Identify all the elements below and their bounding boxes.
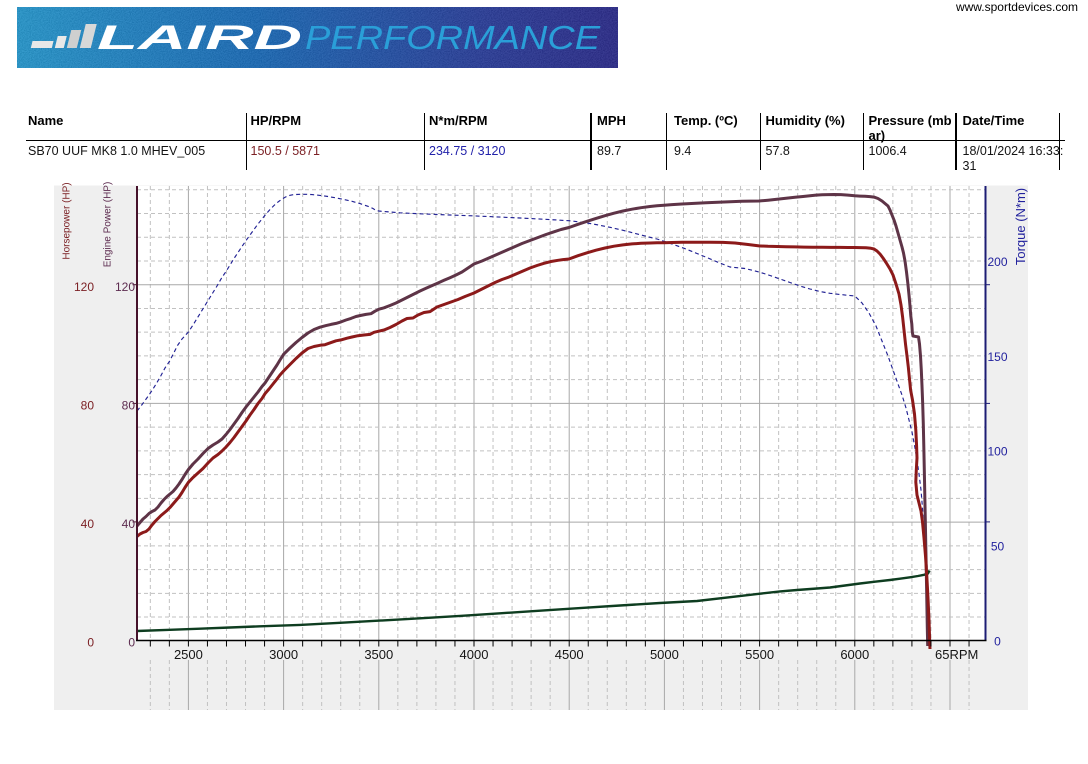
svg-text:3000: 3000 [269,647,298,662]
svg-text:100: 100 [987,445,1007,459]
svg-text:80: 80 [122,399,136,413]
svg-text:40: 40 [122,517,136,531]
svg-text:LAIRD: LAIRD [97,19,302,57]
svg-text:200: 200 [987,255,1007,269]
svg-text:5500: 5500 [745,647,774,662]
svg-text:150: 150 [987,350,1007,364]
svg-text:4000: 4000 [460,647,489,662]
svg-text:0: 0 [128,636,135,650]
svg-text:120: 120 [74,280,94,294]
svg-text:50: 50 [991,539,1005,553]
svg-text:0: 0 [994,634,1001,648]
svg-text:40: 40 [81,517,95,531]
svg-text:0: 0 [87,636,94,650]
svg-text:6000: 6000 [840,647,869,662]
svg-text:2500: 2500 [174,647,203,662]
svg-text:Torque (N*m): Torque (N*m) [1013,188,1028,265]
svg-text:Engine Power (HP): Engine Power (HP) [103,182,114,268]
svg-text:120: 120 [115,280,135,294]
svg-text:4500: 4500 [555,647,584,662]
svg-text:3500: 3500 [364,647,393,662]
svg-text:80: 80 [81,399,95,413]
svg-text:5000: 5000 [650,647,679,662]
svg-text:Horsepower (HP): Horsepower (HP) [62,182,73,259]
svg-text:PERFORMANCE: PERFORMANCE [305,19,601,56]
svg-text:65RPM: 65RPM [935,647,978,662]
